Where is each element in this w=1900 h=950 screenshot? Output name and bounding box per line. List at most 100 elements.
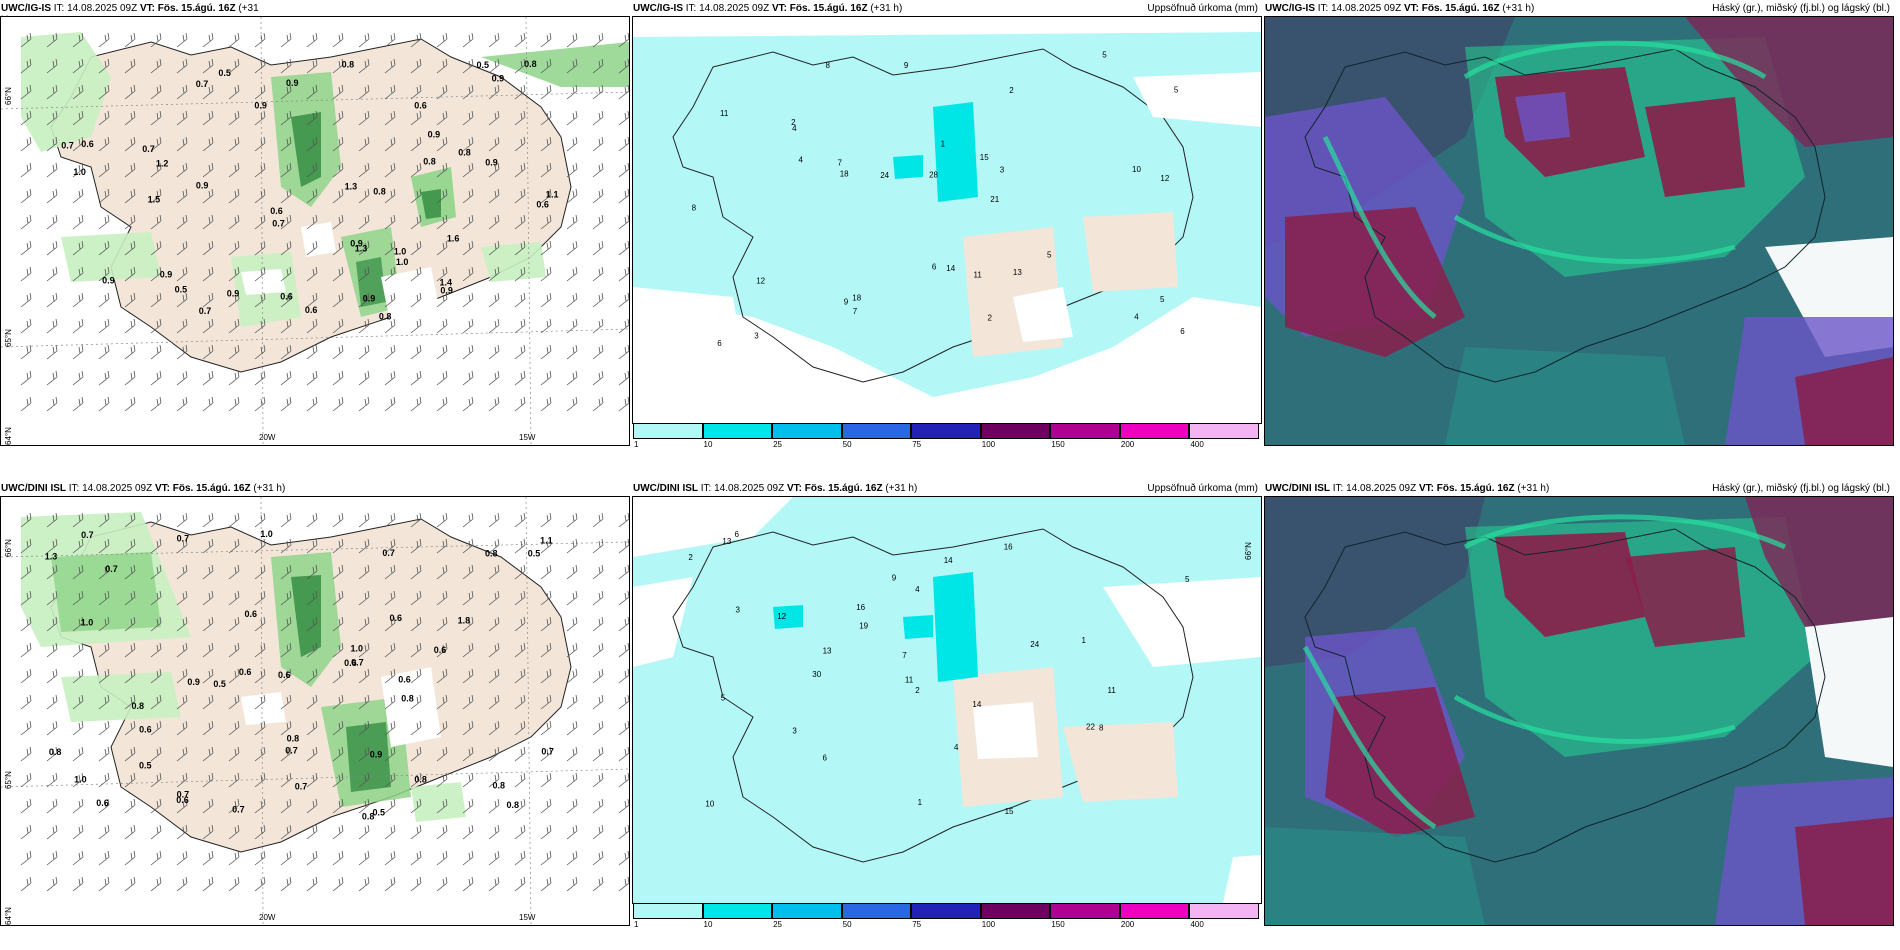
wind-barb [618, 720, 629, 736]
wind-barb [436, 720, 448, 736]
map-value-label: 16 [856, 603, 865, 612]
wind-barb [488, 292, 500, 308]
wind-barb [202, 344, 214, 360]
wind-barb [176, 32, 188, 48]
wind-barb [436, 616, 448, 632]
wind-barb [228, 136, 240, 152]
wind-barb [202, 188, 214, 204]
wind-barb [410, 396, 422, 412]
wind-barb [280, 538, 292, 554]
wind-barb [358, 240, 370, 256]
wind-barb [592, 188, 604, 204]
map-canvas: 0.70.80.70.80.70.70.90.81.00.60.80.70.60… [1, 497, 629, 925]
wind-barb [20, 720, 32, 736]
wind-barb [46, 266, 58, 282]
map-value-label: 0.9 [196, 180, 209, 190]
wind-barb [124, 370, 136, 386]
wind-barb [618, 512, 629, 528]
wind-barb [202, 590, 214, 606]
wind-barb [176, 136, 188, 152]
wind-barb [488, 850, 500, 866]
wind-barb [202, 32, 214, 48]
map-value-label: 0.5 [218, 68, 231, 78]
wind-barb [384, 798, 396, 814]
wind-barb [98, 668, 110, 684]
wind-barb [176, 512, 188, 528]
wind-barb [20, 58, 32, 74]
panel-top-right-cloud-cover: UWC/IG-IS IT: 14.08.2025 09Z VT: Fös. 15… [1264, 0, 1894, 447]
wind-barb [72, 370, 84, 386]
wind-barb [410, 772, 422, 788]
wind-barb [228, 850, 240, 866]
wind-barb [124, 538, 136, 554]
legend-tick-label: 50 [842, 920, 852, 929]
wind-barb [592, 564, 604, 580]
wind-barb [176, 720, 188, 736]
wind-barb [436, 266, 448, 282]
wind-barb [358, 668, 370, 684]
wind-barb [462, 694, 474, 710]
wind-barb [176, 344, 188, 360]
wind-barb [358, 616, 370, 632]
wind-barb [228, 396, 240, 412]
wind-barb [202, 798, 214, 814]
map-value-label: 2 [915, 686, 920, 695]
map-value-label: 6 [735, 530, 740, 539]
wind-barb [462, 512, 474, 528]
wind-barb [306, 32, 318, 48]
wind-barb [384, 240, 396, 256]
wind-barb [228, 370, 240, 386]
wind-barb [98, 564, 110, 580]
map-value-label: 11 [1108, 686, 1117, 695]
wind-barb [228, 876, 240, 892]
valid-time: Fös. 15.ágú. 16Z [172, 483, 251, 494]
wind-barb [462, 824, 474, 840]
wind-barb [280, 214, 292, 230]
wind-barb [98, 84, 110, 100]
wind-barb [98, 642, 110, 658]
wind-barb [280, 266, 292, 282]
wind-barb [72, 772, 84, 788]
wind-barb [254, 642, 266, 658]
model-name: UWC/IG-IS [633, 3, 683, 14]
map-value-label: 1.3 [355, 244, 368, 254]
wind-barb [150, 720, 162, 736]
wind-barb [228, 824, 240, 840]
wind-barb [592, 318, 604, 334]
wind-barb [358, 84, 370, 100]
wind-barb [254, 344, 266, 360]
wind-barb [332, 58, 344, 74]
wind-barb [410, 590, 422, 606]
wind-barb [618, 110, 629, 126]
panel-bottom-middle-accum-precip: UWC/DINI ISL IT: 14.08.2025 09Z VT: Fös.… [632, 480, 1262, 929]
wind-barb [20, 772, 32, 788]
wind-barb [488, 694, 500, 710]
wind-barb [228, 318, 240, 334]
wind-barb [514, 824, 526, 840]
lead-time: (+31 h) [1517, 483, 1550, 494]
map-value-label: 0.7 [81, 530, 94, 540]
map-value-label: 0.6 [139, 725, 152, 735]
valid-time: Fös. 15.ágú. 16Z [804, 483, 883, 494]
wind-barb [46, 84, 58, 100]
wind-barb [254, 824, 266, 840]
wind-barb [72, 318, 84, 334]
wind-barb [46, 136, 58, 152]
wind-barb [410, 616, 422, 632]
map-value-label: 18 [852, 294, 861, 303]
wind-barb [46, 512, 58, 528]
map-value-label: 0.5 [373, 808, 386, 818]
wind-barb [592, 162, 604, 178]
wind-barb [514, 266, 526, 282]
wind-barb [462, 214, 474, 230]
map-value-label: 0.6 [305, 305, 318, 315]
map-value-label: 0.6 [414, 101, 427, 111]
wind-barb [202, 746, 214, 762]
wind-barb [254, 214, 266, 230]
model-name: UWC/DINI ISL [1, 483, 66, 494]
map-value-label: 0.8 [362, 812, 375, 822]
wind-barb [306, 162, 318, 178]
wind-barb [98, 746, 110, 762]
wind-barb [540, 32, 552, 48]
wind-barb [566, 110, 578, 126]
